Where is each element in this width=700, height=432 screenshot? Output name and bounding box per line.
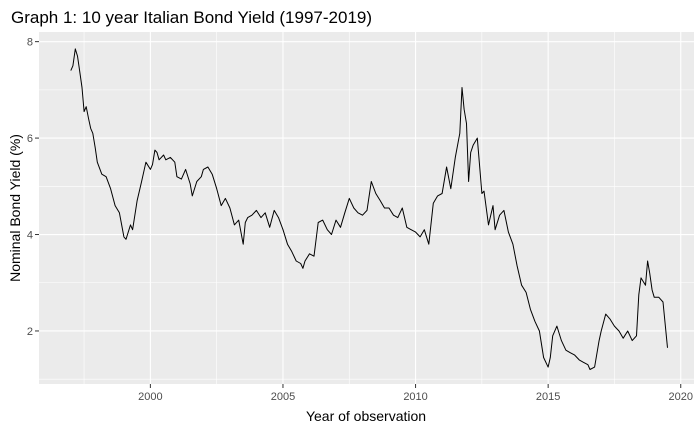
series-layer bbox=[70, 48, 668, 370]
y-tick-label: 2 bbox=[27, 326, 33, 338]
axis-ticks: 2000 2005 2010 2015 2020 2 4 6 8 bbox=[27, 37, 693, 403]
x-tick-label: 2010 bbox=[403, 391, 427, 403]
y-tick-label: 6 bbox=[27, 133, 33, 145]
x-tick-label: 2015 bbox=[536, 391, 560, 403]
y-tick-label: 4 bbox=[27, 230, 33, 242]
x-tick-label: 2000 bbox=[138, 391, 162, 403]
x-tick-label: 2005 bbox=[271, 391, 295, 403]
y-axis-title: Nominal Bond Yield (%) bbox=[7, 134, 23, 282]
x-axis-title: Year of observation bbox=[306, 408, 426, 424]
x-tick-label: 2020 bbox=[668, 391, 692, 403]
chart-title: Graph 1: 10 year Italian Bond Yield (199… bbox=[11, 8, 372, 27]
grid-lines bbox=[39, 32, 694, 384]
plot-panel bbox=[39, 32, 694, 384]
series-line bbox=[70, 48, 668, 370]
y-tick-label: 8 bbox=[27, 37, 33, 49]
